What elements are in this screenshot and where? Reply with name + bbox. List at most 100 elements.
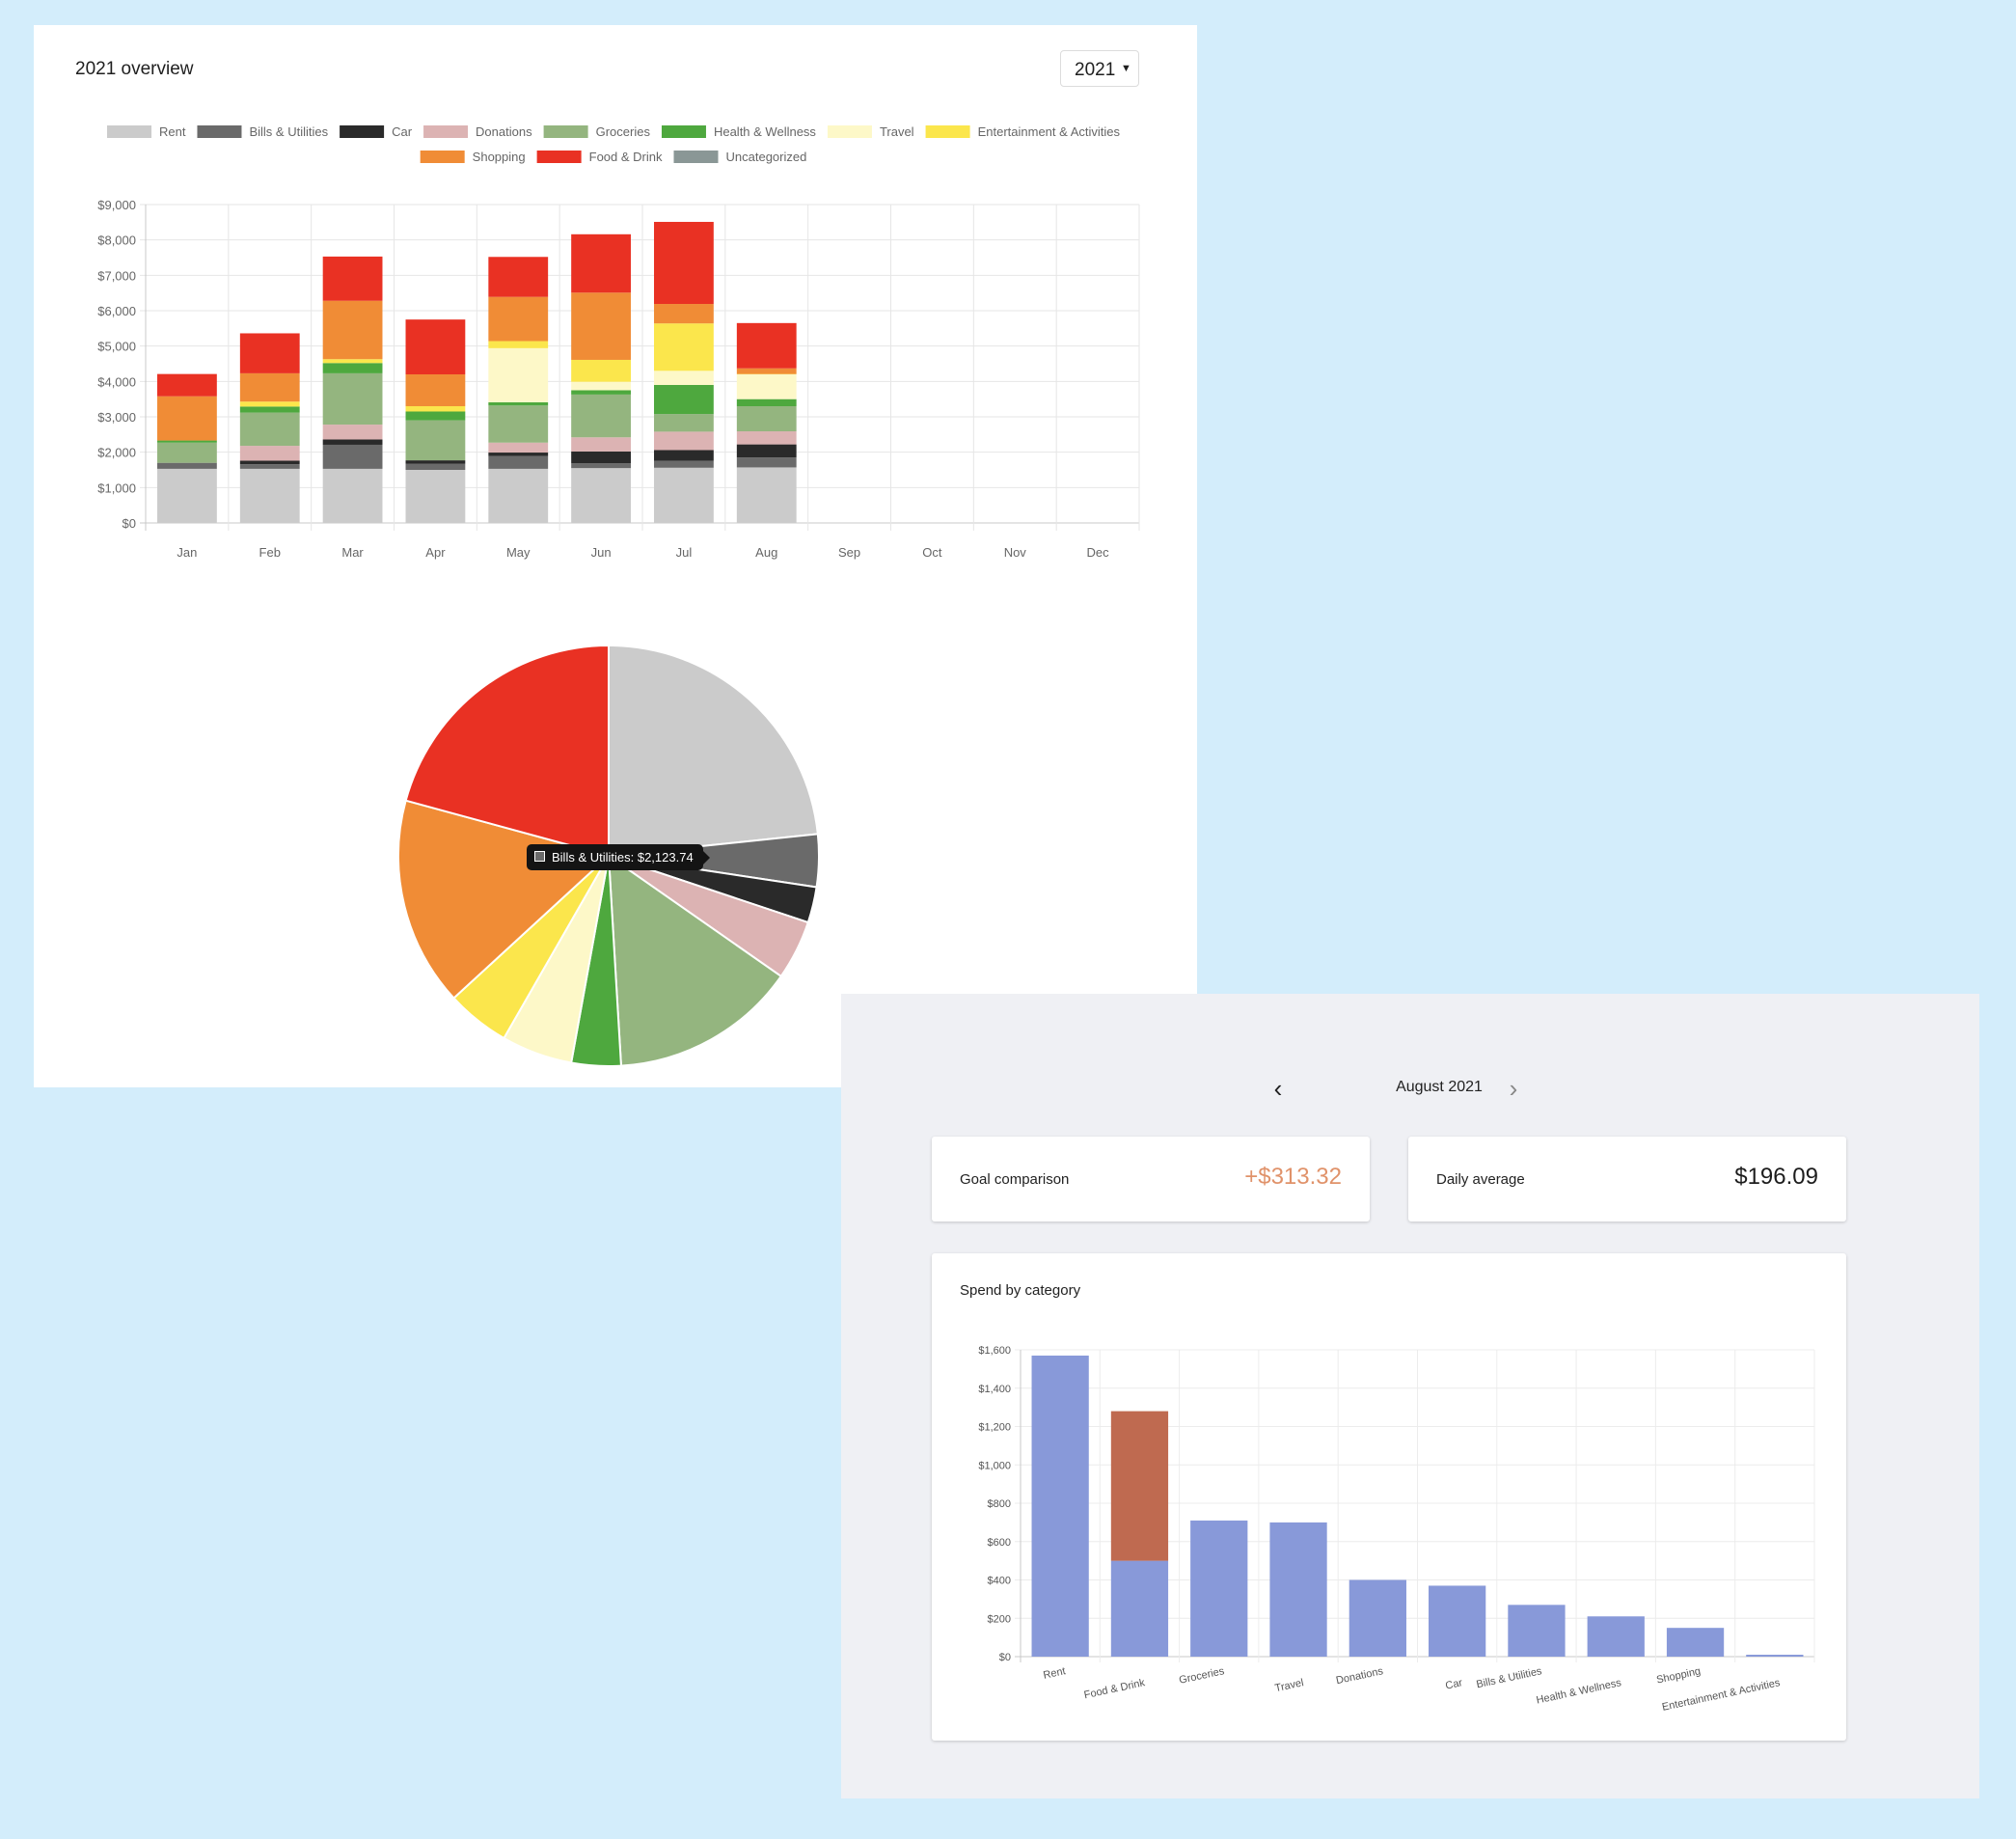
stacked-bar-segment xyxy=(654,323,714,371)
daily-average-card: Daily average $196.09 xyxy=(1408,1137,1846,1221)
x-tick-label: Jul xyxy=(676,545,693,560)
legend-label: Donations xyxy=(476,124,532,139)
y-tick-label: $6,000 xyxy=(97,304,136,318)
stacked-bar-segment xyxy=(571,381,631,391)
legend-swatch xyxy=(925,125,970,138)
x-tick-label: Donations xyxy=(1335,1665,1384,1687)
stacked-bar-segment xyxy=(488,347,549,402)
legend-swatch xyxy=(423,125,469,138)
stacked-bar-segment xyxy=(322,300,383,360)
stacked-bar-segment xyxy=(322,444,383,469)
stacked-bar-segment xyxy=(736,444,797,458)
category-bar xyxy=(1349,1579,1406,1657)
tooltip-arrow xyxy=(702,851,710,865)
x-tick-label: Nov xyxy=(1004,545,1027,560)
legend-swatch xyxy=(827,125,872,138)
y-tick-label: $1,200 xyxy=(978,1422,1011,1434)
stacked-bar-segment xyxy=(654,304,714,324)
legend-label: Rent xyxy=(159,124,186,139)
pie-tooltip: Bills & Utilities: $2,123.74 xyxy=(527,844,710,870)
x-tick-label: Bills & Utilities xyxy=(1476,1665,1544,1690)
tooltip-swatch xyxy=(534,851,545,862)
category-bar xyxy=(1190,1520,1248,1657)
goal-comparison-card: Goal comparison +$313.32 xyxy=(932,1137,1370,1221)
x-tick-label: Aug xyxy=(755,545,777,560)
chevron-down-icon: ▼ xyxy=(1121,63,1131,74)
stacked-bar-segment xyxy=(571,437,631,452)
stacked-bar-segment xyxy=(736,406,797,432)
goal-comparison-label: Goal comparison xyxy=(960,1171,1070,1188)
x-tick-label: Apr xyxy=(425,545,446,560)
stacked-bar-segment xyxy=(488,405,549,443)
legend-swatch xyxy=(543,125,588,138)
x-tick-label: Feb xyxy=(259,545,281,560)
x-tick-label: Oct xyxy=(922,545,942,560)
y-tick-label: $4,000 xyxy=(97,374,136,389)
chevron-right-icon[interactable]: › xyxy=(1509,1074,1518,1103)
stacked-bar-segment xyxy=(571,292,631,360)
legend-label: Groceries xyxy=(596,124,651,139)
year-select[interactable]: 2021 ▼ xyxy=(1060,50,1139,87)
stacked-bar-segment xyxy=(157,462,217,469)
chevron-left-icon[interactable]: ‹ xyxy=(1273,1074,1283,1103)
tooltip-text: Bills & Utilities: $2,123.74 xyxy=(552,850,694,865)
y-tick-label: $600 xyxy=(988,1537,1011,1549)
stacked-bar-segment xyxy=(736,374,797,399)
y-tick-label: $1,000 xyxy=(978,1460,1011,1471)
y-tick-label: $0 xyxy=(999,1652,1011,1663)
month-nav: ‹ August 2021 › xyxy=(841,1071,1979,1110)
stacked-bar-segment xyxy=(405,374,466,406)
stacked-bar-segment xyxy=(736,467,797,523)
legend-label: Car xyxy=(392,124,413,139)
stacked-bar-segment xyxy=(322,468,383,523)
legend-swatch xyxy=(107,125,152,138)
pie-slice xyxy=(608,644,819,858)
stacked-bar-segment xyxy=(488,341,549,348)
legend-label: Uncategorized xyxy=(726,150,807,164)
y-tick-label: $9,000 xyxy=(97,198,136,212)
category-bar xyxy=(1587,1616,1645,1657)
stacked-bar-segment xyxy=(488,296,549,342)
y-tick-label: $7,000 xyxy=(97,268,136,283)
legend-label: Travel xyxy=(880,124,914,139)
x-tick-label: Entertainment & Activities xyxy=(1661,1677,1782,1714)
stacked-bar-segment xyxy=(736,398,797,406)
legend-swatch xyxy=(340,125,385,138)
x-tick-label: Jun xyxy=(591,545,612,560)
x-tick-label: Car xyxy=(1444,1677,1463,1691)
legend-label: Entertainment & Activities xyxy=(978,124,1121,139)
x-tick-label: Sep xyxy=(838,545,860,560)
category-chart-title: Spend by category xyxy=(960,1282,1081,1299)
x-tick-label: Food & Drink xyxy=(1083,1677,1147,1701)
stacked-bar-segment xyxy=(571,394,631,438)
pie-slice xyxy=(607,853,783,1067)
pie-chart xyxy=(397,644,820,1067)
stacked-bar-segment xyxy=(157,396,217,441)
stacked-bar-segment xyxy=(405,411,466,421)
legend-label: Food & Drink xyxy=(589,150,663,164)
stacked-bar-segment xyxy=(239,460,300,465)
stacked-bar-segment xyxy=(405,463,466,470)
category-bar xyxy=(1508,1605,1566,1657)
legend-swatch xyxy=(197,125,242,138)
y-tick-label: $0 xyxy=(123,516,136,531)
stacked-bar-segment xyxy=(654,460,714,468)
stacked-bar-segment xyxy=(405,460,466,464)
category-bar xyxy=(1746,1655,1804,1657)
category-bar xyxy=(1429,1585,1486,1657)
x-tick-label: Mar xyxy=(341,545,364,560)
y-tick-label: $3,000 xyxy=(97,410,136,425)
overview-panel: 2021 overview 2021 ▼ Rent Bills & Utiliti… xyxy=(34,25,1197,1087)
stacked-bar-segment xyxy=(322,372,383,425)
stacked-bar-segment xyxy=(322,425,383,440)
stacked-bar-segment xyxy=(736,457,797,468)
y-tick-label: $2,000 xyxy=(97,446,136,460)
category-bar xyxy=(1269,1522,1327,1657)
x-tick-label: May xyxy=(506,545,531,560)
stacked-bar-segment xyxy=(405,420,466,461)
spend-by-category-card: Spend by category $0 $200 $400 $600 $800 $1,0… xyxy=(932,1253,1846,1741)
stacked-bar-segment xyxy=(157,442,217,463)
stacked-bar-segment xyxy=(736,322,797,369)
stacked-bar-segment xyxy=(239,412,300,447)
stacked-bar-segment xyxy=(571,233,631,293)
